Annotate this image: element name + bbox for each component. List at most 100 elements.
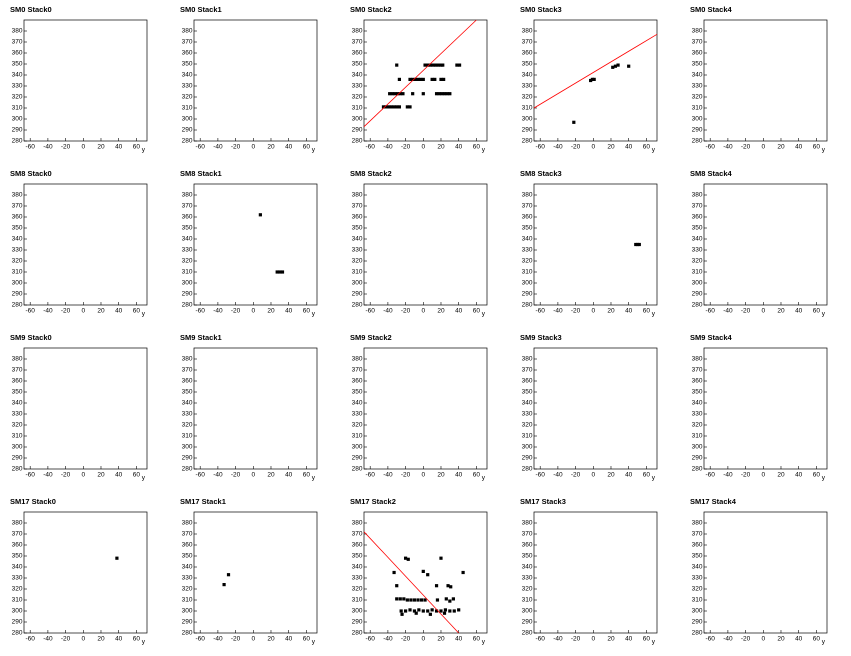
x-tick-label: -60 [365, 472, 375, 479]
x-tick-label: 0 [761, 144, 765, 151]
fit-line [363, 19, 477, 127]
point [433, 77, 437, 81]
chart-title: SM0 Stack3 [520, 5, 562, 14]
chart-title: SM17 Stack0 [10, 497, 56, 506]
point [613, 64, 618, 68]
point [428, 612, 432, 616]
y-tick-label: 310 [182, 269, 193, 276]
x-tick-label: 20 [437, 472, 445, 479]
y-tick-label: 310 [352, 269, 363, 276]
plot-frame [363, 183, 488, 306]
point [402, 597, 406, 601]
point [408, 77, 412, 81]
y-tick-label: 360 [692, 50, 703, 57]
y-tick-label: 380 [692, 356, 703, 363]
x-tick-label: -60 [535, 144, 545, 151]
y-tick-label: 330 [522, 247, 533, 254]
point [441, 63, 445, 67]
point [403, 609, 408, 613]
plot-frame [193, 347, 318, 470]
y-tick-label: 360 [522, 50, 533, 57]
y-tick-label: 290 [522, 291, 533, 298]
y-tick-label: 310 [182, 597, 193, 604]
x-tick-label: -20 [571, 144, 581, 151]
y-tick-label: 290 [522, 619, 533, 626]
y-tick-label: 340 [182, 400, 193, 407]
x-tick-label: 60 [473, 308, 481, 315]
y-tick-label: 340 [692, 236, 703, 243]
y-tick-label: 380 [12, 356, 23, 363]
y-tick-label: 310 [12, 597, 23, 604]
y-tick-label: 300 [522, 608, 533, 615]
x-tick-label: -60 [705, 636, 715, 643]
x-axis-label: y [142, 475, 146, 482]
x-tick-label: 40 [285, 636, 293, 643]
y-tick-label: 320 [182, 586, 193, 593]
y-tick-label: 340 [182, 564, 193, 571]
chart-title: SM8 Stack2 [350, 169, 392, 178]
y-tick-label: 330 [12, 411, 23, 418]
y-tick-label: 340 [12, 236, 23, 243]
x-axis-label: y [482, 311, 486, 318]
x-tick-label: -40 [43, 308, 53, 315]
chart-title: SM8 Stack4 [690, 169, 733, 178]
y-tick-label: 290 [522, 127, 533, 134]
x-tick-label: 60 [643, 144, 651, 151]
y-tick-label: 290 [182, 619, 193, 626]
y-tick-label: 380 [182, 356, 193, 363]
x-tick-label: 0 [761, 636, 765, 643]
y-tick-label: 350 [352, 389, 363, 396]
x-tick-label: 40 [625, 636, 633, 643]
x-axis-label: y [312, 311, 316, 318]
x-tick-label: 20 [437, 308, 445, 315]
point [434, 63, 438, 67]
point [384, 105, 388, 109]
chart-title: SM17 Stack1 [180, 497, 226, 506]
y-tick-label: 330 [692, 83, 703, 90]
x-tick-label: -40 [213, 308, 223, 315]
y-tick-label: 340 [522, 236, 533, 243]
x-axis-label: y [312, 147, 316, 154]
x-tick-label: 20 [267, 472, 275, 479]
point [457, 608, 461, 612]
point [115, 556, 119, 560]
x-tick-label: 60 [473, 472, 481, 479]
y-tick-label: 320 [182, 94, 193, 101]
y-tick-label: 370 [12, 531, 23, 538]
x-tick-label: 0 [81, 636, 85, 643]
plot-frame [193, 183, 318, 306]
y-tick-label: 330 [522, 575, 533, 582]
x-axis-label: y [652, 639, 656, 646]
y-tick-label: 360 [352, 542, 363, 549]
x-tick-label: 20 [607, 636, 615, 643]
x-tick-label: 60 [813, 472, 821, 479]
y-tick-label: 310 [352, 597, 363, 604]
y-tick-label: 360 [352, 50, 363, 57]
y-tick-label: 300 [12, 444, 23, 451]
y-tick-label: 300 [692, 116, 703, 123]
chart-title: SM8 Stack3 [520, 169, 562, 178]
point [397, 77, 401, 81]
point [431, 63, 435, 67]
x-tick-label: 40 [115, 472, 123, 479]
y-tick-label: 340 [692, 400, 703, 407]
x-tick-label: 40 [625, 144, 633, 151]
x-tick-label: -20 [61, 144, 71, 151]
y-tick-label: 340 [12, 400, 23, 407]
y-tick-label: 370 [522, 531, 533, 538]
x-tick-label: 20 [777, 472, 785, 479]
y-tick-label: 350 [352, 61, 363, 68]
x-tick-label: -20 [231, 636, 241, 643]
x-tick-label: 40 [455, 636, 463, 643]
x-tick-label: -40 [553, 144, 563, 151]
plot-frame [703, 347, 828, 470]
y-tick-label: 330 [522, 411, 533, 418]
point [406, 557, 410, 561]
y-tick-label: 350 [522, 225, 533, 232]
x-tick-label: 40 [455, 308, 463, 315]
point [457, 63, 462, 67]
y-tick-label: 280 [12, 466, 23, 473]
x-tick-label: 40 [625, 308, 633, 315]
point [423, 598, 427, 602]
point [408, 105, 412, 109]
